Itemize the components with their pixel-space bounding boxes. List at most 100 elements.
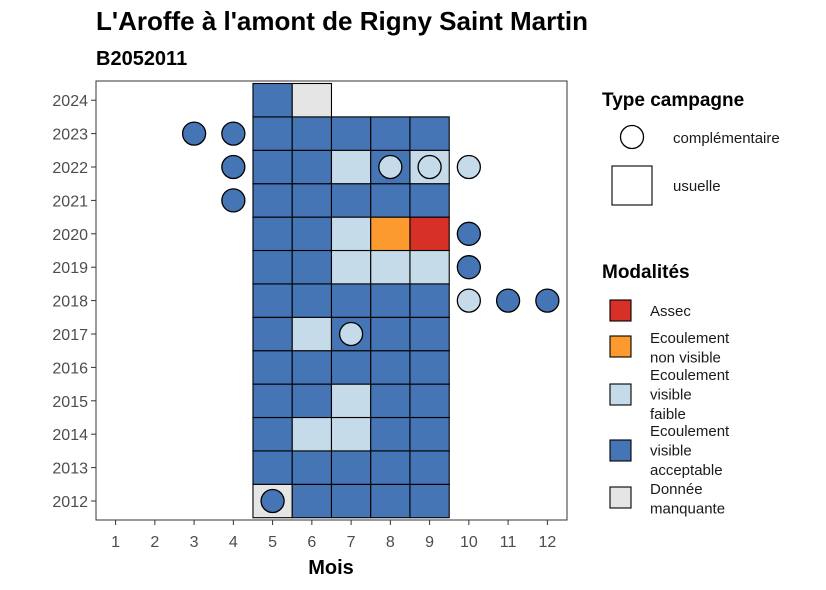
tile-usuelle: [330, 149, 372, 185]
tile-usuelle: [370, 183, 411, 218]
legend-key-manquante: [609, 486, 632, 509]
tile-usuelle: [370, 483, 411, 519]
point-complementaire: [221, 121, 246, 146]
point-complementaire: [221, 154, 246, 180]
y-tick-label: 2013: [52, 461, 88, 478]
tile-usuelle: [370, 249, 411, 285]
tile-usuelle: [370, 450, 411, 485]
tile-usuelle: [409, 350, 450, 385]
y-tick-label: 2018: [52, 294, 88, 311]
point-complementaire: [535, 288, 560, 313]
tile-usuelle: [291, 316, 333, 352]
legend-label-acceptable: Ecoulement visible acceptable: [650, 423, 730, 479]
tile-usuelle: [330, 283, 372, 318]
point-complementaire: [417, 154, 442, 180]
tile-usuelle: [252, 416, 293, 452]
tile-usuelle: [370, 383, 411, 419]
x-tick-label: 10: [460, 534, 478, 551]
legend-key-faible: [609, 383, 632, 406]
tile-usuelle: [409, 183, 450, 218]
point-complementaire: [456, 288, 482, 313]
legend-key-nonvisible: [609, 335, 632, 358]
point-complementaire: [456, 154, 482, 180]
y-tick-label: 2020: [52, 227, 88, 244]
legend-key-complementaire: [619, 124, 645, 150]
x-tick-label: 4: [229, 534, 238, 551]
legend-label-manquante: Donnée manquante: [650, 481, 725, 518]
tile-usuelle: [330, 483, 372, 519]
x-tick-label: 6: [307, 534, 316, 551]
tile-usuelle: [291, 249, 333, 285]
x-tick-label: 3: [190, 534, 199, 551]
tile-usuelle: [291, 216, 333, 252]
y-tick-label: 2012: [52, 494, 88, 511]
tile-usuelle: [330, 350, 372, 385]
x-tick-label: 9: [425, 534, 434, 551]
tile-usuelle: [409, 416, 450, 452]
tile-usuelle: [291, 383, 333, 419]
point-complementaire: [378, 154, 403, 180]
tile-usuelle: [291, 450, 333, 485]
tile-usuelle: [291, 183, 333, 218]
y-tick-label: 2017: [52, 327, 88, 344]
tile-usuelle: [330, 216, 372, 252]
legend-title-type-campagne: Type campagne: [602, 90, 744, 111]
x-axis-title: Mois: [308, 557, 354, 579]
tile-usuelle: [370, 216, 411, 252]
x-tick-label: 1: [111, 534, 120, 551]
tile-usuelle: [330, 416, 372, 452]
tile-usuelle: [252, 183, 293, 218]
tile-usuelle: [252, 116, 293, 151]
y-tick-label: 2016: [52, 360, 88, 377]
tile-usuelle: [252, 82, 293, 118]
chart-subtitle: B2052011: [96, 48, 187, 70]
tile-usuelle: [330, 249, 372, 285]
tile-usuelle: [291, 149, 333, 185]
point-complementaire: [456, 221, 482, 246]
point-complementaire: [338, 321, 364, 347]
tile-usuelle: [330, 183, 372, 218]
legend-title-modalites: Modalités: [602, 262, 690, 283]
y-tick-label: 2021: [52, 193, 88, 210]
y-tick-label: 2019: [52, 260, 88, 277]
tile-usuelle: [291, 82, 333, 118]
point-complementaire: [260, 488, 285, 514]
tile-usuelle: [252, 249, 293, 285]
legend-key-usuelle: [611, 165, 653, 206]
tile-usuelle: [252, 216, 293, 252]
tile-usuelle: [409, 483, 450, 519]
legend-key-acceptable: [609, 439, 632, 462]
tile-usuelle: [252, 383, 293, 419]
y-tick-label: 2024: [52, 93, 88, 110]
tile-usuelle: [252, 283, 293, 318]
tile-usuelle: [252, 149, 293, 185]
tile-usuelle: [252, 450, 293, 485]
tile-usuelle: [409, 450, 450, 485]
chart-title: L'Aroffe à l'amont de Rigny Saint Martin: [96, 6, 588, 36]
tile-usuelle: [409, 283, 450, 318]
tile-usuelle: [409, 383, 450, 419]
tile-usuelle: [291, 483, 333, 519]
tile-usuelle: [370, 283, 411, 318]
tile-usuelle: [291, 116, 333, 151]
x-tick-label: 5: [268, 534, 277, 551]
tile-usuelle: [330, 116, 372, 151]
tile-usuelle: [409, 316, 450, 352]
point-complementaire: [456, 255, 482, 280]
point-complementaire: [495, 288, 521, 313]
legend-label-assec: Assec: [650, 303, 691, 320]
point-complementaire: [221, 188, 246, 213]
tile-usuelle: [291, 416, 333, 452]
y-tick-label: 2022: [52, 160, 88, 177]
x-tick-label: 12: [538, 534, 556, 551]
tile-usuelle: [370, 316, 411, 352]
tile-usuelle: [409, 216, 450, 252]
legend-label-nonvisible: Ecoulement non visible: [650, 330, 730, 367]
tile-usuelle: [291, 350, 333, 385]
tile-usuelle: [252, 316, 293, 352]
tile-usuelle: [370, 416, 411, 452]
tile-usuelle: [252, 350, 293, 385]
legend-label-complementaire: complémentaire: [673, 130, 780, 147]
tile-usuelle: [330, 383, 372, 419]
